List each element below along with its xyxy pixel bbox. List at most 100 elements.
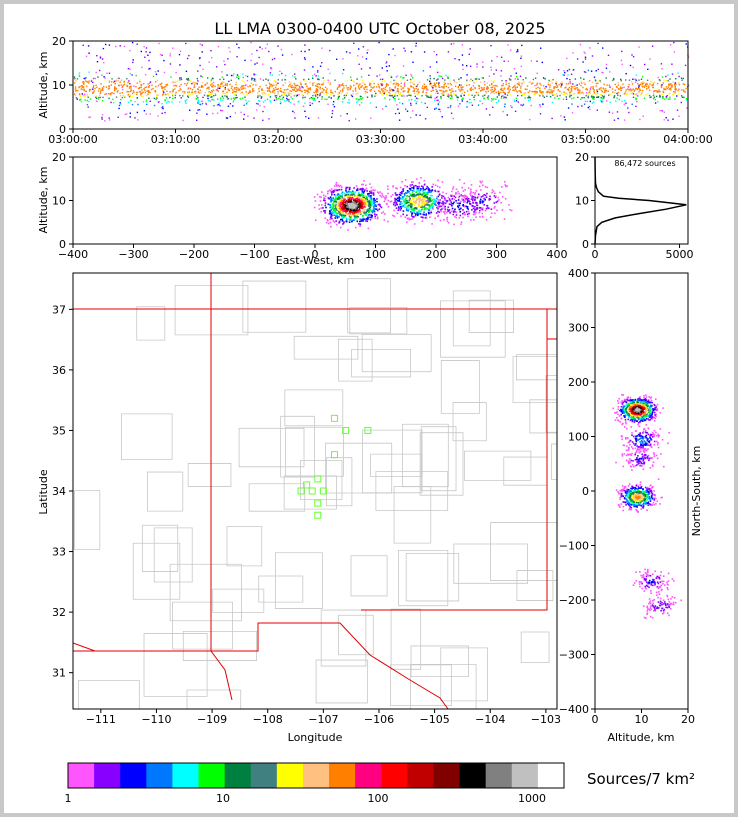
time-altitude-point	[437, 83, 440, 85]
source-point	[330, 225, 332, 228]
source-point	[425, 213, 427, 215]
time-altitude-point	[329, 81, 332, 84]
source-point	[0, 0, 2, 2]
time-altitude-point	[161, 112, 163, 114]
source-point	[445, 211, 448, 214]
source-point	[363, 180, 365, 182]
time-altitude-point	[216, 89, 218, 92]
source-point	[423, 192, 426, 195]
time-altitude-point	[154, 71, 157, 73]
time-altitude-point	[277, 92, 280, 95]
time-altitude-point	[275, 84, 278, 86]
time-altitude-point	[102, 47, 105, 50]
time-altitude-point	[413, 80, 416, 83]
time-altitude-point	[225, 117, 228, 119]
time-altitude-point	[506, 114, 508, 116]
source-point	[0, 0, 2, 2]
source-point	[369, 218, 372, 221]
time-altitude-point	[333, 106, 336, 108]
source-point	[0, 0, 2, 2]
source-point	[454, 208, 456, 211]
time-altitude-point	[516, 91, 519, 93]
time-altitude-point	[415, 42, 417, 45]
time-altitude-point	[337, 97, 340, 99]
time-altitude-point	[472, 88, 474, 91]
time-altitude-point	[613, 78, 615, 81]
source-point	[335, 215, 337, 218]
time-altitude-point	[321, 87, 324, 90]
time-altitude-point	[551, 91, 554, 94]
time-altitude-point	[579, 91, 581, 93]
time-altitude-point	[165, 102, 168, 104]
time-altitude-point	[441, 94, 443, 96]
source-point	[417, 193, 420, 195]
time-altitude-point	[280, 101, 282, 103]
time-altitude-point	[99, 69, 101, 72]
time-altitude-point	[489, 84, 491, 86]
time-altitude-point	[391, 90, 394, 92]
time-altitude-point	[667, 79, 669, 82]
source-point	[471, 199, 474, 202]
time-altitude-point	[355, 98, 357, 100]
county-outline	[440, 647, 488, 702]
time-altitude-point	[394, 112, 397, 115]
time-altitude-point	[673, 92, 675, 94]
source-point	[0, 0, 2, 2]
time-altitude-point	[593, 76, 596, 78]
source-point	[0, 0, 2, 2]
time-altitude-point	[422, 70, 425, 72]
time-altitude-point	[641, 83, 644, 85]
time-altitude-point	[475, 78, 478, 80]
source-point	[345, 219, 348, 221]
time-altitude-point	[202, 96, 204, 99]
source-point	[386, 202, 388, 205]
time-altitude-point	[415, 45, 417, 47]
source-point	[427, 197, 429, 200]
time-altitude-point	[242, 87, 244, 90]
time-altitude-point	[641, 82, 643, 84]
source-point	[345, 213, 348, 215]
source-point	[344, 214, 346, 217]
source-point	[0, 0, 2, 2]
time-altitude-point	[140, 95, 143, 97]
county-boundaries	[74, 278, 557, 709]
time-altitude-point	[144, 86, 146, 89]
time-altitude-point	[357, 100, 359, 102]
time-altitude-point	[542, 85, 545, 87]
source-point	[0, 0, 2, 2]
time-altitude-point	[85, 85, 88, 87]
time-altitude-point	[588, 94, 590, 96]
source-point	[0, 0, 2, 2]
source-point	[467, 215, 469, 218]
source-point	[429, 216, 431, 218]
source-point	[471, 195, 474, 197]
time-altitude-point	[87, 96, 89, 98]
time-altitude-point	[650, 96, 652, 98]
source-point	[404, 202, 406, 205]
time-altitude-point	[76, 78, 79, 80]
time-altitude-point	[639, 118, 641, 121]
time-altitude-point	[539, 90, 541, 92]
time-altitude-point	[113, 81, 115, 84]
time-altitude-point	[495, 98, 497, 100]
time-altitude-point	[266, 43, 268, 45]
source-point	[0, 0, 2, 2]
time-altitude-point	[477, 94, 480, 96]
source-point	[373, 202, 375, 205]
source-point	[0, 0, 2, 2]
time-altitude-point	[387, 84, 389, 86]
time-altitude-point	[226, 91, 228, 93]
source-point	[421, 220, 424, 222]
time-altitude-point	[600, 100, 602, 102]
time-altitude-point	[315, 75, 317, 77]
time-altitude-point	[433, 85, 436, 87]
time-altitude-point	[683, 89, 685, 91]
time-altitude-point	[355, 90, 357, 92]
source-point	[407, 209, 409, 212]
time-altitude-point	[104, 77, 106, 79]
time-altitude-point	[629, 88, 632, 90]
source-point	[366, 214, 368, 216]
time-altitude-point	[349, 87, 352, 89]
time-altitude-point	[454, 93, 456, 96]
source-point	[405, 192, 408, 194]
